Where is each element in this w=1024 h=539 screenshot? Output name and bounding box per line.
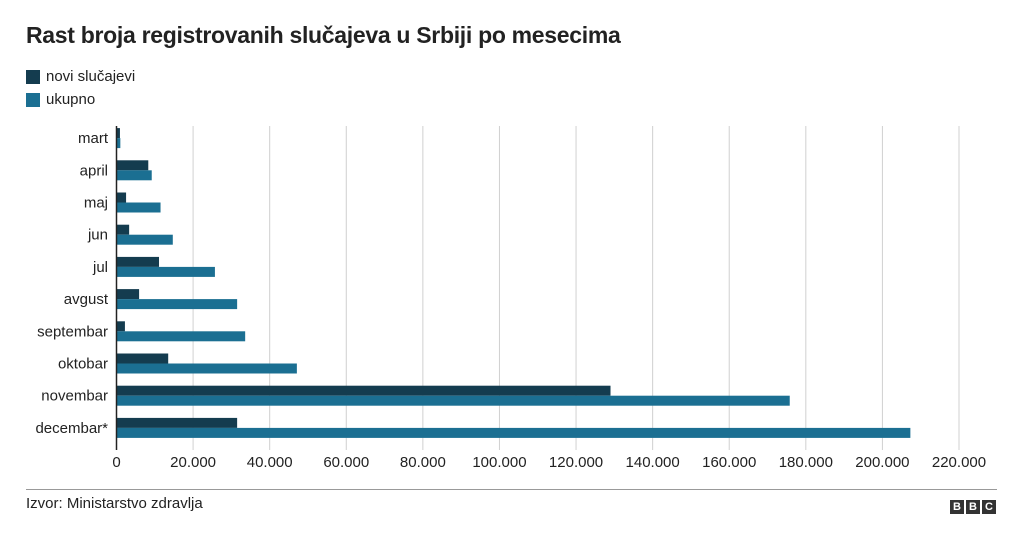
bar-novi [116,385,611,396]
bar-ukupno [116,427,911,438]
legend-swatch [26,92,40,107]
y-category-label: septembar [37,323,108,340]
x-tick-label: 80.000 [400,454,446,471]
legend-swatch [26,69,40,84]
bar-ukupno [116,202,161,213]
bar-ukupno [116,266,215,277]
legend-label: novi slučajevi [46,68,136,85]
bar-novi [116,256,160,267]
bar-ukupno [116,331,246,342]
y-category-label: maj [84,195,108,212]
bar-ukupno [116,234,173,245]
x-tick-label: 40.000 [247,454,293,471]
bar-novi [116,321,125,332]
source-note: Izvor: Ministarstvo zdravlja [26,495,203,512]
bar-novi [116,192,127,203]
x-tick-label: 60.000 [323,454,369,471]
bar-novi [116,224,130,235]
bar-ukupno [116,363,297,374]
legend-label: ukupno [46,91,96,108]
y-category-label: oktobar [58,356,108,373]
y-category-label: jun [87,227,108,244]
footer-divider [26,489,997,490]
bar-novi [116,128,120,139]
x-tick-label: 160.000 [702,454,756,471]
chart-title: Rast broja registrovanih slučajeva u Srb… [26,22,621,48]
x-tick-label: 100.000 [472,454,526,471]
y-category-label: novembar [41,388,108,405]
bar-novi [116,353,169,364]
y-category-label: mart [78,130,109,147]
bar-novi [116,160,149,171]
bar-ukupno [116,395,790,406]
bar-ukupno [116,138,121,149]
bar-chart: 0 20.000 40.000 60.000 80.000 100.000 120.000 1… [35,126,986,471]
x-tick-label: 0 [112,454,120,471]
legend-item-ukupno: ukupno [26,91,95,108]
legend-item-novi: novi slučajevi [26,68,135,85]
bar-ukupno [116,170,152,181]
bar-novi [116,289,140,300]
y-category-label: april [80,162,108,179]
x-tick-label: 200.000 [855,454,909,471]
y-category-label: jul [92,259,108,276]
x-tick-label: 20.000 [170,454,216,471]
x-tick-label: 120.000 [549,454,603,471]
y-category-label: decembar* [35,420,108,437]
x-tick-label: 180.000 [779,454,833,471]
bar-novi [116,417,238,428]
y-category-label: avgust [64,291,109,308]
x-tick-label: 140.000 [626,454,680,471]
x-tick-label: 220.000 [932,454,986,471]
bar-ukupno [116,299,238,310]
